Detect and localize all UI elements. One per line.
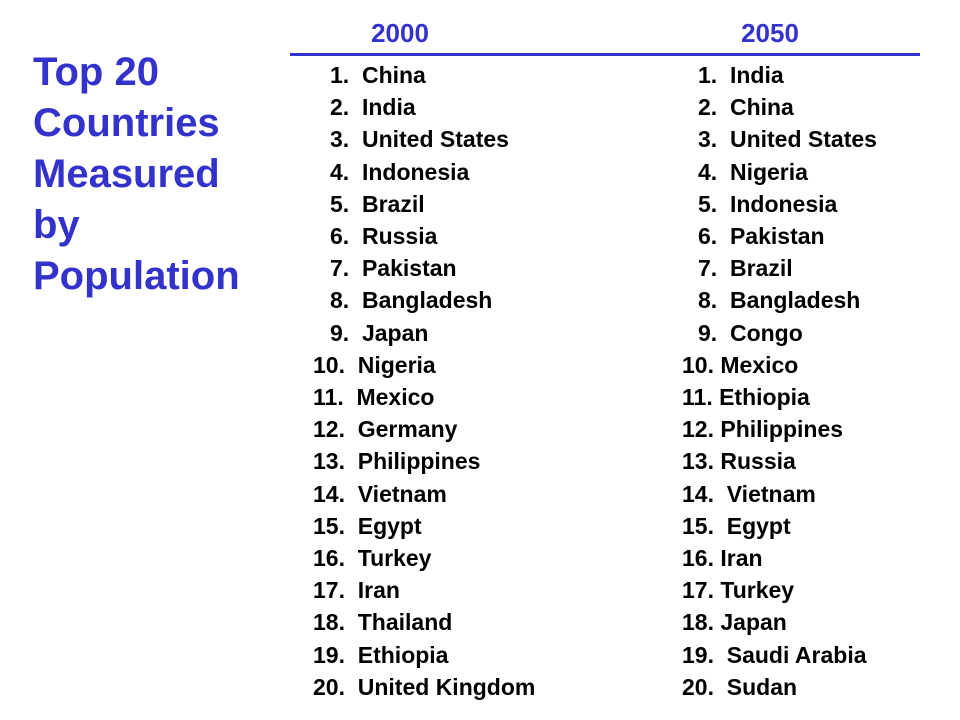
list-item: 6. Pakistan <box>698 223 825 249</box>
list-item: 12. Philippines <box>682 416 844 443</box>
title-line: Population <box>33 254 240 298</box>
list-item: 9. Congo <box>698 319 803 346</box>
column-header: 2000 <box>371 18 429 48</box>
title-line: Countries <box>33 101 220 145</box>
list-item: 13. Russia <box>682 448 796 475</box>
list-item: 20. United Kingdom <box>313 673 536 700</box>
list-item: 19. Ethiopia <box>313 641 449 668</box>
list-item: 20. Sudan <box>682 673 798 700</box>
list-item: 14. Vietnam <box>313 480 447 507</box>
list-item: 17. Iran <box>313 577 400 604</box>
list-item: 9. Japan <box>330 319 429 346</box>
list-item: 2. China <box>698 94 794 121</box>
list-item: 11. Mexico <box>313 384 435 410</box>
list-item: 15. Egypt <box>682 512 791 539</box>
list-item: 15. Egypt <box>313 512 422 539</box>
list-item: 7. Brazil <box>698 255 793 282</box>
list-item: 17. Turkey <box>682 577 795 604</box>
list-item: 10. Nigeria <box>313 351 436 378</box>
list-item: 1. China <box>330 62 426 88</box>
list-item: 18. Thailand <box>313 609 453 636</box>
list-item: 4. Nigeria <box>698 158 808 185</box>
title-line: Top 20 <box>33 50 159 94</box>
list-item: 11. Ethiopia <box>682 384 810 410</box>
list-item: 3. United States <box>698 126 877 153</box>
list-item: 13. Philippines <box>313 448 481 475</box>
list-item: 16. Iran <box>682 545 763 571</box>
list-item: 5. Indonesia <box>698 190 838 217</box>
list-item: 5. Brazil <box>330 190 425 217</box>
title-line: Measured <box>33 152 220 196</box>
list-item: 16. Turkey <box>313 545 432 571</box>
column-header: 2050 <box>741 18 799 48</box>
list-item: 3. United States <box>330 126 509 153</box>
list-item: 4. Indonesia <box>330 158 470 185</box>
list-item: 8. Bangladesh <box>698 287 861 314</box>
list-item: 19. Saudi Arabia <box>682 641 867 668</box>
header-rule <box>290 53 920 56</box>
list-item: 1. India <box>698 62 784 88</box>
list-item: 12. Germany <box>313 416 458 443</box>
list-item: 2. India <box>330 94 416 121</box>
list-item: 10. Mexico <box>682 351 799 378</box>
list-item: 8. Bangladesh <box>330 287 493 314</box>
list-item: 6. Russia <box>330 223 438 249</box>
list-item: 18. Japan <box>682 609 787 636</box>
title-line: by <box>33 203 80 247</box>
list-item: 14. Vietnam <box>682 480 816 507</box>
list-item: 7. Pakistan <box>330 255 457 282</box>
